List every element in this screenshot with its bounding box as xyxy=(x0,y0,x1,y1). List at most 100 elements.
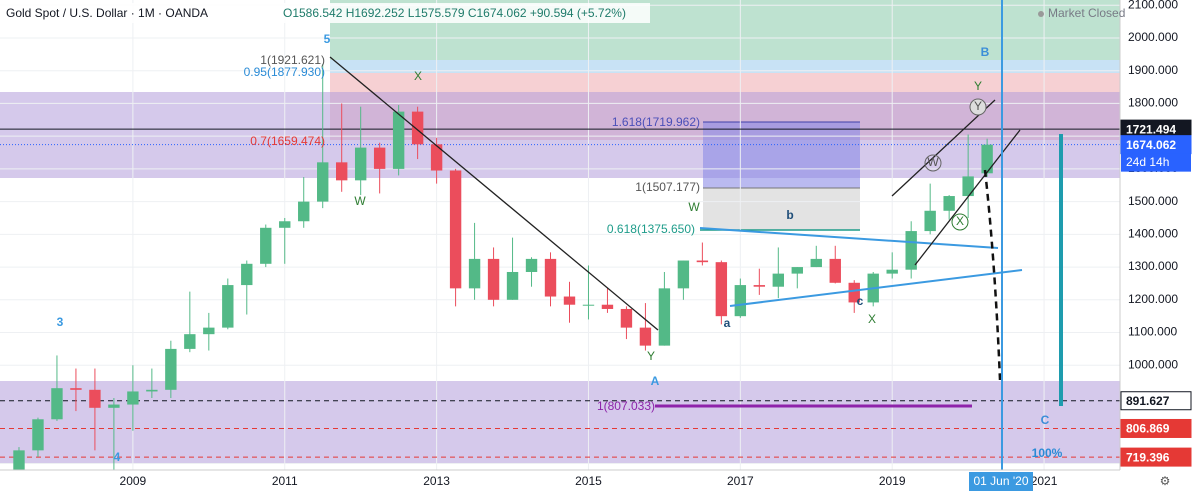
candle-body xyxy=(260,227,272,264)
annotation: Y xyxy=(647,349,655,363)
candle-body xyxy=(165,348,177,390)
candle-body xyxy=(184,334,196,349)
status: Market Closed xyxy=(1048,6,1125,20)
x-tick-label: 2021 xyxy=(1031,474,1058,488)
candle-body xyxy=(753,285,766,287)
candle-body xyxy=(943,196,955,211)
y-tick-label: 1800.000 xyxy=(1128,96,1178,110)
candle-body xyxy=(848,282,860,303)
annotation: X xyxy=(414,69,422,83)
candle-body xyxy=(886,269,898,274)
annotation: W xyxy=(927,155,939,169)
x-tick-label: 2011 xyxy=(272,474,298,488)
x-tick-label: 2009 xyxy=(120,474,147,488)
axes: 700.0001000.0001100.0001200.0001300.0001… xyxy=(120,0,1192,488)
candle-body xyxy=(89,389,101,408)
projection xyxy=(983,169,1002,381)
zone xyxy=(330,60,1120,73)
y-tick-label: 2100.000 xyxy=(1128,0,1178,11)
x-tick-label: 2013 xyxy=(423,474,450,488)
y-tick-label: 1400.000 xyxy=(1128,227,1178,241)
candle-body xyxy=(829,258,841,283)
wave-circle xyxy=(951,213,969,231)
annotation: 4 xyxy=(114,450,121,464)
price-label: 806.869 xyxy=(1126,422,1170,436)
candle-body xyxy=(544,258,557,297)
candle-body xyxy=(392,111,405,169)
candle-body xyxy=(677,260,690,289)
y-tick-label: 1100.000 xyxy=(1128,325,1177,339)
channel-line xyxy=(891,99,996,197)
date-box xyxy=(969,472,1033,491)
candle-body xyxy=(317,162,329,202)
price-axis xyxy=(1120,0,1200,495)
trend-line xyxy=(699,227,999,249)
status-dot xyxy=(1038,11,1044,17)
candle-body xyxy=(905,231,917,270)
candle-body xyxy=(962,176,974,197)
candle-body xyxy=(336,162,348,181)
annotation: 0.95(1877.930) xyxy=(244,65,325,79)
price-label-box xyxy=(1120,447,1192,467)
annotation: 1(807.033) xyxy=(597,399,655,413)
y-tick-label: 1900.000 xyxy=(1128,63,1178,77)
y-tick-label: 2000.000 xyxy=(1128,30,1178,44)
annotations: 5 3 4 A B C W X Y W X Ya b c 1(1921.621)0.95(1877.930)… xyxy=(57,32,1063,464)
candle-body xyxy=(127,391,139,405)
annotation: 0.618(1375.650) xyxy=(607,222,695,236)
annotation: Y xyxy=(974,99,982,113)
annotation: X xyxy=(956,214,964,228)
candle-body xyxy=(32,419,44,451)
annotation: W xyxy=(354,194,366,208)
candle-body xyxy=(601,304,614,309)
candle-body xyxy=(582,304,595,306)
annotation: c xyxy=(857,294,864,308)
wave-circle xyxy=(924,154,942,172)
zone xyxy=(703,188,860,230)
annotation: A xyxy=(651,374,660,388)
candle-body xyxy=(658,288,671,346)
chart-title: Gold Spot / U.S. Dollar · 1M · OANDA xyxy=(6,6,208,20)
candle-body xyxy=(924,210,936,232)
annotation: 0.7(1659.474) xyxy=(250,134,325,148)
candle-body xyxy=(279,221,291,228)
candle-body xyxy=(108,404,120,408)
annotation: 5 xyxy=(324,32,331,46)
candle-body xyxy=(620,308,633,328)
candle-body xyxy=(354,147,367,181)
annotation: C xyxy=(1041,413,1050,427)
candle-body xyxy=(810,258,822,268)
price-label: 891.627 xyxy=(1126,394,1170,408)
annotation: X xyxy=(868,312,876,326)
wave-circle xyxy=(969,98,987,116)
candle-body xyxy=(373,147,386,169)
y-tick-label: 1300.000 xyxy=(1128,259,1178,273)
candle-body xyxy=(411,111,424,145)
candle-body xyxy=(449,170,462,289)
candle-body xyxy=(981,144,993,174)
candle-body xyxy=(298,201,310,222)
header-bg xyxy=(0,3,650,23)
candle-body xyxy=(525,258,538,272)
candles xyxy=(13,63,993,484)
ohlc: O1586.542 H1692.252 L1575.579 C1674.062 … xyxy=(283,6,626,20)
candle-body xyxy=(51,388,63,420)
crosshair-date: 01 Jun '20 xyxy=(973,474,1028,488)
candle-body xyxy=(222,285,234,328)
annotation: 100% xyxy=(1032,446,1063,460)
candle-body xyxy=(696,260,709,263)
candle-body xyxy=(203,327,215,335)
price-label: 1674.062 xyxy=(1126,138,1176,152)
candle-body xyxy=(791,267,803,274)
candle-body xyxy=(639,327,652,346)
candle-body xyxy=(772,273,784,287)
y-tick-label: 1200.000 xyxy=(1128,292,1178,306)
zone xyxy=(0,92,1120,178)
price-label: 1721.494 xyxy=(1126,122,1176,136)
candle-body xyxy=(506,271,519,300)
price-label: 719.396 xyxy=(1126,450,1170,464)
settings-icon[interactable]: ⚙ xyxy=(1160,474,1171,488)
candle-body xyxy=(715,262,728,317)
candle-body xyxy=(146,389,158,392)
candle-body xyxy=(70,388,82,390)
